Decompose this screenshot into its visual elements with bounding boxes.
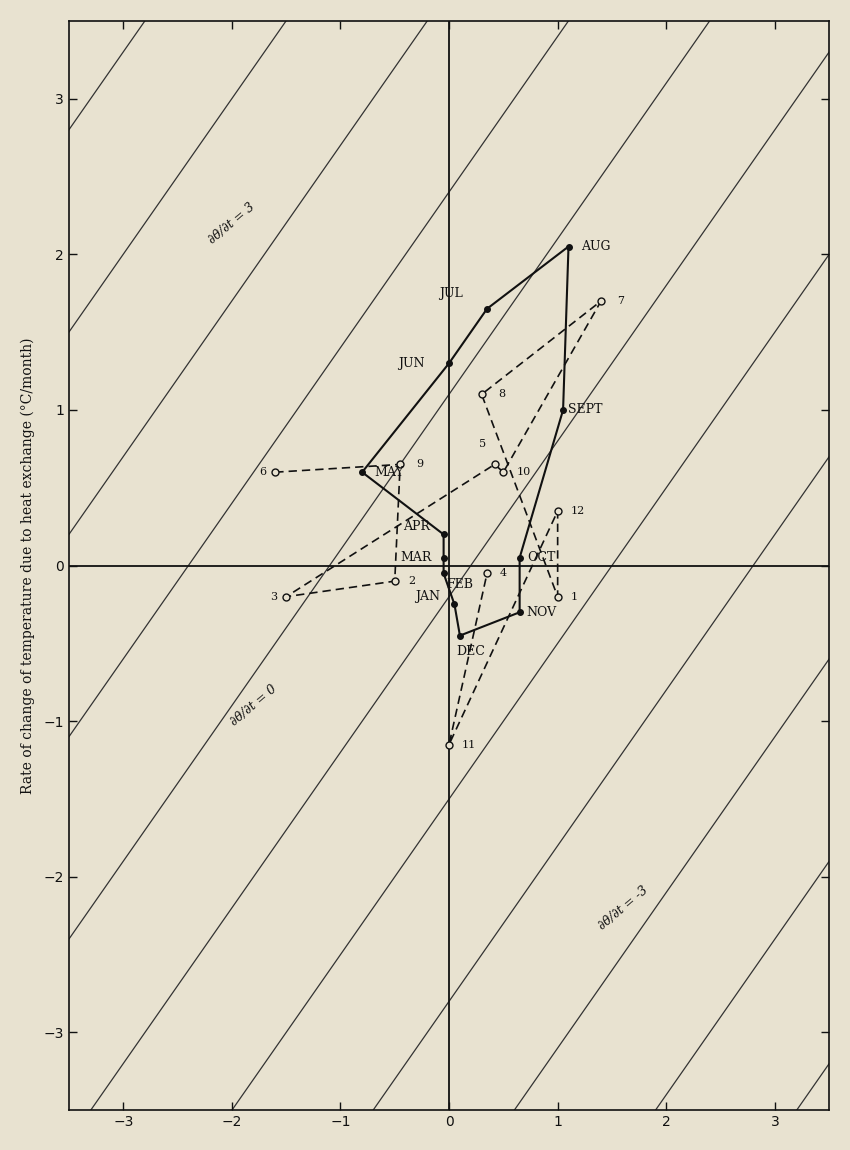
Text: 1: 1	[570, 592, 578, 601]
Text: AUG: AUG	[581, 240, 610, 253]
Text: OCT: OCT	[527, 551, 556, 565]
Text: 6: 6	[259, 467, 266, 477]
Text: 4: 4	[500, 568, 507, 578]
Text: 10: 10	[517, 467, 530, 477]
Text: NOV: NOV	[526, 606, 557, 619]
Text: FEB: FEB	[446, 577, 473, 591]
Text: APR: APR	[403, 520, 430, 534]
Text: JUL: JUL	[439, 286, 463, 300]
Text: ∂θ/∂t = 3: ∂θ/∂t = 3	[206, 200, 258, 246]
Text: SEPT: SEPT	[568, 404, 602, 416]
Text: JAN: JAN	[415, 590, 439, 604]
Text: 5: 5	[479, 439, 486, 450]
Y-axis label: Rate of change of temperature due to heat exchange (°C/month): Rate of change of temperature due to hea…	[21, 337, 35, 794]
Text: 2: 2	[408, 576, 415, 586]
Text: DEC: DEC	[456, 645, 485, 658]
Text: 11: 11	[462, 739, 476, 750]
Text: 12: 12	[570, 506, 585, 516]
Text: 3: 3	[269, 592, 277, 601]
Text: JUN: JUN	[398, 356, 424, 370]
Text: ∂θ/∂t = 0: ∂θ/∂t = 0	[228, 683, 280, 729]
Text: MAR: MAR	[400, 551, 432, 565]
Text: 9: 9	[416, 459, 423, 469]
Text: ∂θ/∂t = -3: ∂θ/∂t = -3	[596, 883, 650, 933]
Text: 7: 7	[617, 296, 625, 306]
Text: 8: 8	[498, 390, 505, 399]
Text: MAY: MAY	[375, 466, 404, 478]
